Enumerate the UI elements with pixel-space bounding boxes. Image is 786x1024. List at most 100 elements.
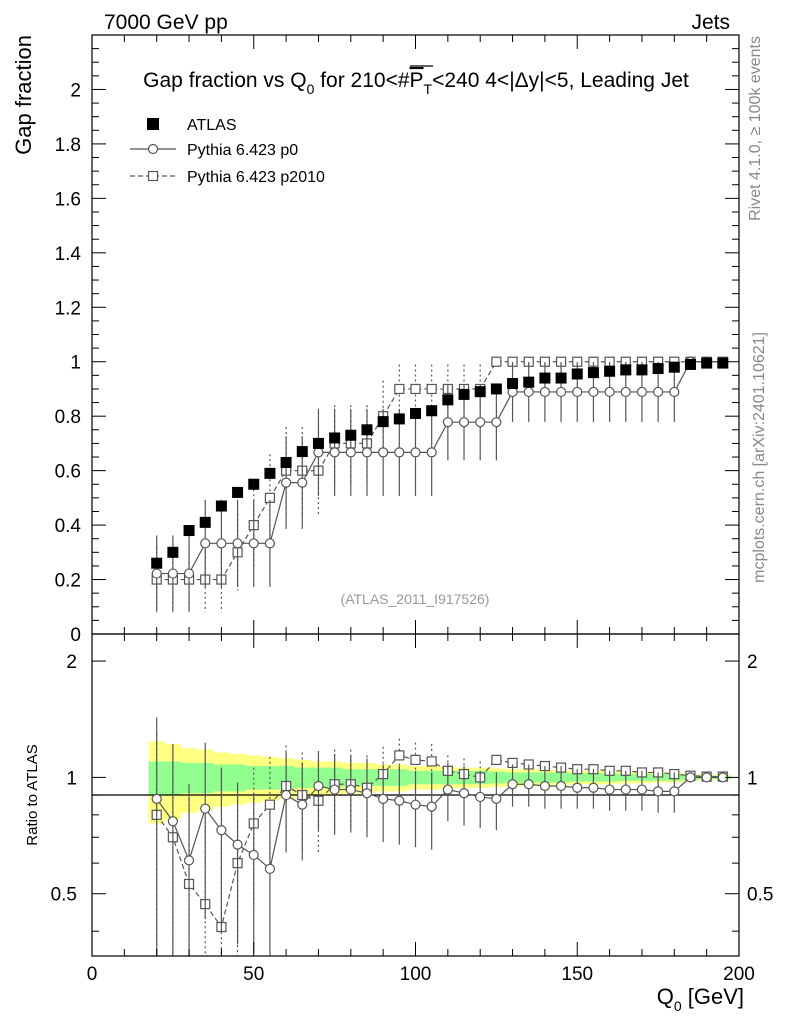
main-point-p0 xyxy=(491,417,502,428)
main-point-p0 xyxy=(232,538,243,549)
watermark: (ATLAS_2011_I917526) xyxy=(341,591,490,607)
main-point-atlas xyxy=(296,446,308,458)
main-point-p0 xyxy=(167,568,178,579)
ratio-xtick-label: 0 xyxy=(87,964,98,985)
ratio-band-inner xyxy=(229,764,246,792)
main-point-atlas xyxy=(393,413,405,425)
main-point-p0 xyxy=(572,386,583,398)
main-point-p0 xyxy=(313,447,324,458)
main-point-p2010 xyxy=(394,383,405,395)
ratio-point-p2010 xyxy=(426,756,437,767)
main-point-atlas xyxy=(167,546,179,558)
main-point-atlas xyxy=(652,363,664,375)
rivet-label: Rivet 4.1.0, ≥ 100k events xyxy=(747,36,764,221)
header-right: Jets xyxy=(691,11,730,34)
main-point-p0 xyxy=(216,538,227,549)
ratio-point-p0 xyxy=(620,784,631,795)
ratio-point-p0 xyxy=(442,784,453,795)
main-ytick-label: 1.2 xyxy=(55,298,81,319)
main-point-atlas xyxy=(507,378,519,390)
main-ytick-label: 1.8 xyxy=(55,135,81,156)
ratio-point-p2010 xyxy=(410,754,421,765)
ratio-point-p0 xyxy=(232,839,243,850)
main-ytick-label: 0.8 xyxy=(55,407,81,428)
ratio-point-p0 xyxy=(685,772,696,783)
main-ytick-label: 0.4 xyxy=(55,516,82,537)
ratio-ytick-label-right: 1 xyxy=(747,768,758,789)
ratio-point-p0 xyxy=(167,816,178,827)
main-point-atlas xyxy=(361,424,373,436)
xlabel: Q0 [GeV] xyxy=(657,984,744,1014)
main-point-atlas xyxy=(426,405,438,417)
main-point-p0 xyxy=(426,447,437,458)
ratio-point-p0 xyxy=(491,793,502,804)
main-point-atlas xyxy=(620,364,632,376)
header-left: 7000 GeV pp xyxy=(104,11,228,34)
main-point-atlas xyxy=(377,416,389,428)
main-point-atlas xyxy=(701,357,713,369)
ratio-point-p0 xyxy=(329,784,340,795)
main-point-atlas xyxy=(183,525,195,537)
main-point-atlas xyxy=(587,367,599,379)
main-point-p0 xyxy=(539,386,551,398)
ratio-point-p0 xyxy=(264,863,276,874)
ratio-point-p0 xyxy=(394,795,405,806)
main-point-p0 xyxy=(475,417,486,428)
ratio-ytick-label-left: 2 xyxy=(66,652,77,673)
main-point-atlas xyxy=(458,388,470,400)
ratio-xtick-label: 50 xyxy=(243,964,264,985)
ratio-point-p0 xyxy=(248,849,259,861)
main-point-p0 xyxy=(636,386,648,398)
main-point-atlas xyxy=(248,478,260,490)
main-ytick-label: 1 xyxy=(70,353,81,374)
ratio-point-p0 xyxy=(281,789,292,801)
ratio-point-p0 xyxy=(507,779,518,790)
main-point-atlas xyxy=(474,386,486,398)
ratio-ytick-label-right: 0.5 xyxy=(747,885,773,906)
ratio-point-p0 xyxy=(297,799,308,810)
main-point-atlas xyxy=(523,376,535,388)
main-title: Gap fraction vs Q0 for 210<#PT<240 4<|Δy… xyxy=(143,69,689,97)
legend-marker-atlas xyxy=(147,118,159,130)
main-ytick-label: 0.2 xyxy=(55,571,81,592)
ratio-point-p0 xyxy=(669,786,680,797)
ratio-point-p0 xyxy=(523,779,534,790)
ratio-point-p0 xyxy=(345,784,356,795)
main-point-atlas xyxy=(571,368,583,380)
main-point-atlas xyxy=(717,357,729,369)
main-point-atlas xyxy=(539,372,551,384)
ratio-xtick-label: 100 xyxy=(400,964,432,985)
main-point-p2010 xyxy=(410,383,421,395)
ratio-xtick-label: 150 xyxy=(561,964,593,985)
main-point-atlas xyxy=(232,486,244,498)
main-point-p0 xyxy=(151,568,162,579)
main-point-atlas xyxy=(280,456,292,468)
main-point-atlas xyxy=(555,372,567,384)
ratio-panel: 0.5 0.5 1 1 2 2 0 50 100 150 200 xyxy=(51,633,773,985)
legend-label-atlas: ATLAS xyxy=(187,117,237,134)
main-point-atlas xyxy=(199,516,211,528)
main-point-p0 xyxy=(264,538,276,549)
main-point-p0 xyxy=(248,538,259,549)
main-point-atlas xyxy=(345,429,357,441)
mcplots-label: mcplots.cern.ch [arXiv:2401.10621] xyxy=(751,332,768,583)
main-point-p0 xyxy=(345,447,356,458)
main-point-p0 xyxy=(555,386,567,398)
main-point-p0 xyxy=(669,386,680,398)
legend: ATLAS Pythia 6.423 p0 Pythia 6.423 p2010 xyxy=(130,117,325,186)
ratio-point-p0 xyxy=(426,801,437,812)
main-point-atlas xyxy=(312,437,324,449)
legend-label-p0: Pythia 6.423 p0 xyxy=(187,142,298,159)
ratio-point-p2010 xyxy=(491,754,502,765)
ratio-ytick-label-left: 1 xyxy=(66,768,77,789)
ratio-point-p0 xyxy=(539,780,551,792)
ratio-ylabel: Ratio to ATLAS xyxy=(24,744,41,845)
main-panel: 0 0.2 0.4 0.6 0.8 1 1.2 1.4 1.6 1.8 2 (ATLAS_2011_… xyxy=(55,34,740,646)
ratio-point-p0 xyxy=(313,780,324,792)
ratio-point-p0 xyxy=(151,793,162,804)
ratio-point-p0 xyxy=(361,788,373,799)
main-point-p0 xyxy=(588,386,599,398)
main-point-atlas xyxy=(636,364,648,376)
ratio-band-inner xyxy=(180,762,198,794)
